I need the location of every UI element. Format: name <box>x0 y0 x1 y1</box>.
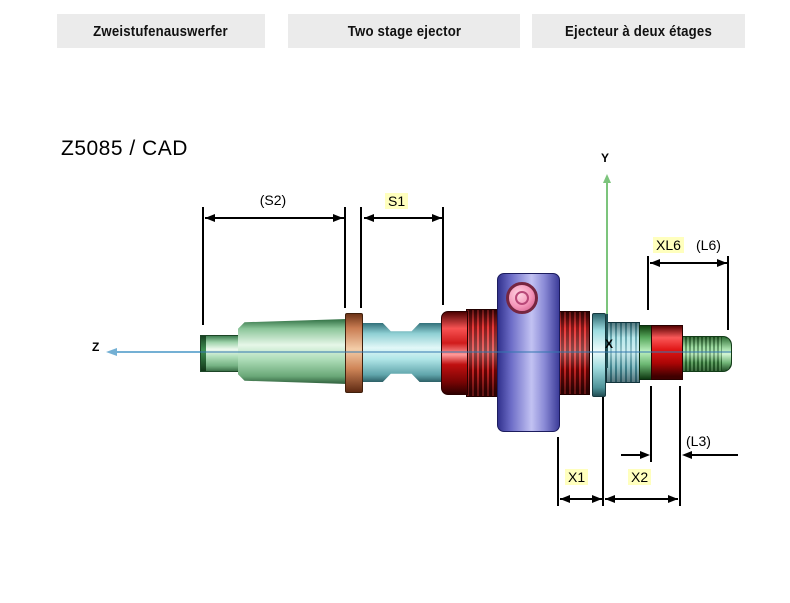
cyan-washer <box>592 313 606 397</box>
tab-english[interactable]: Two stage ejector <box>288 14 520 48</box>
stud-end-cap <box>722 337 731 371</box>
pin-end-cap <box>201 336 206 371</box>
tab-english-label: Two stage ejector <box>347 22 461 40</box>
dim-line <box>650 262 727 264</box>
arrowhead-icon <box>640 451 650 459</box>
y-axis-line <box>606 182 608 314</box>
arrowhead-icon <box>650 259 660 267</box>
dim-label-x2: X2 <box>628 469 652 485</box>
ext-line <box>442 207 444 305</box>
screw-head <box>506 282 538 314</box>
dim-line <box>621 454 641 456</box>
z-centerline <box>200 351 731 353</box>
copper-flange <box>345 313 363 393</box>
arrowhead-icon <box>605 495 615 503</box>
dim-line <box>560 498 602 500</box>
tab-german-label: Zweistufenauswerfer <box>93 22 229 40</box>
arrowhead-icon <box>717 259 727 267</box>
ext-line <box>602 396 604 506</box>
dim-line <box>692 454 738 456</box>
y-axis-label: Y <box>601 151 610 165</box>
dim-label-xl6: XL6 <box>653 237 684 253</box>
ext-line <box>202 207 204 325</box>
red-thread-right <box>558 311 590 395</box>
tab-german[interactable]: Zweistufenauswerfer <box>57 14 265 48</box>
ejector-pin-tip <box>200 335 240 372</box>
arrowhead-icon <box>682 451 692 459</box>
arrowhead-icon <box>560 495 570 503</box>
ext-line <box>647 256 649 310</box>
red-collar <box>441 311 468 395</box>
ext-line <box>679 386 681 506</box>
ext-line <box>557 437 559 506</box>
z-axis-arrow-icon <box>106 348 117 356</box>
dim-line <box>205 217 344 219</box>
dim-label-l3: (L3) <box>686 433 711 449</box>
arrowhead-icon <box>364 214 374 222</box>
dim-label-s2: (S2) <box>259 192 287 208</box>
dim-label-l6: (L6) <box>696 237 721 253</box>
ext-line <box>360 207 362 308</box>
arrowhead-icon <box>432 214 442 222</box>
y-axis-arrow-icon <box>603 174 611 183</box>
page-title: Z5085 / CAD <box>61 137 188 160</box>
tab-french-label: Ejecteur à deux étages <box>565 22 712 40</box>
dim-label-s1: S1 <box>385 193 409 209</box>
red-thread-left <box>466 309 499 397</box>
y-axis-over-part-line <box>606 314 608 368</box>
z-axis-line <box>113 351 201 353</box>
dim-line <box>364 217 442 219</box>
arrowhead-icon <box>205 214 215 222</box>
arrowhead-icon <box>333 214 343 222</box>
arrowhead-icon <box>668 495 678 503</box>
green-threaded-stud <box>682 336 732 372</box>
dim-label-x1: X1 <box>565 469 589 485</box>
arrowhead-icon <box>592 495 602 503</box>
ext-line <box>650 386 652 462</box>
ext-line <box>344 207 346 308</box>
tab-french[interactable]: Ejecteur à deux étages <box>532 14 745 48</box>
ext-line <box>727 256 729 330</box>
x-axis-label: X <box>605 337 614 351</box>
screw-head-inner-ring <box>515 291 529 305</box>
dim-line <box>605 498 678 500</box>
z-axis-label: Z <box>92 340 100 354</box>
